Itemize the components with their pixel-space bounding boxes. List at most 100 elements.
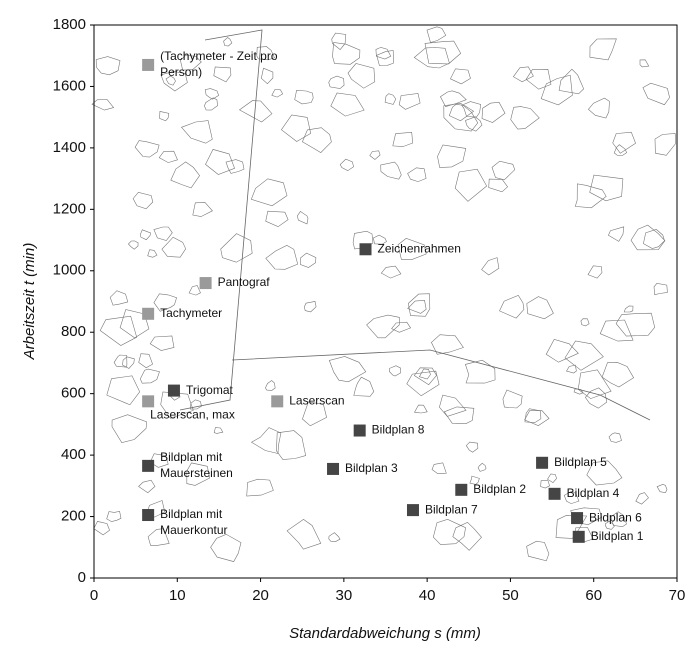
stone-outline: [380, 161, 402, 180]
stone-outline: [465, 441, 479, 453]
wall-line: [179, 29, 263, 411]
stone-outline: [388, 365, 401, 377]
stone-outline: [140, 229, 151, 241]
stone-outline: [149, 335, 175, 351]
stone-outline: [106, 375, 141, 406]
stone-outline: [469, 475, 480, 485]
stone-outline: [406, 370, 440, 397]
stone-outline: [587, 265, 603, 279]
point: [327, 462, 340, 475]
stone-outline: [111, 414, 147, 444]
y-tick-label: 400: [61, 446, 86, 463]
wall-line: [231, 349, 651, 421]
stone-outline: [407, 299, 427, 314]
stone-outline: [564, 340, 604, 371]
stone-outline: [431, 462, 447, 475]
stone-outline: [639, 59, 650, 68]
stone-outline: [555, 514, 588, 539]
stone-outline: [192, 202, 213, 217]
stone-outline: [653, 282, 668, 296]
y-tick-label: 200: [61, 508, 86, 525]
point: [455, 483, 468, 496]
stone-outline: [225, 159, 245, 174]
stone-outline: [414, 404, 428, 414]
y-tick-label: 0: [78, 569, 86, 586]
stone-outline: [286, 519, 322, 550]
stone-outline: [443, 102, 479, 132]
x-tick-label: 50: [502, 587, 519, 604]
stone-outline: [99, 315, 138, 346]
stone-outline: [391, 321, 412, 333]
stone-outline: [223, 37, 233, 47]
point: [406, 504, 419, 517]
point: [142, 58, 155, 71]
point-label: Bildplan 2: [473, 482, 526, 496]
stone-outline: [296, 210, 309, 225]
stone-outline: [499, 295, 525, 319]
stone-outline: [643, 229, 665, 249]
stone-outline: [250, 427, 282, 454]
x-tick-label: 20: [252, 587, 269, 604]
stone-outline: [138, 353, 153, 369]
point: [142, 395, 155, 408]
stone-outline: [465, 359, 496, 384]
stone-outline: [339, 158, 354, 172]
x-tick-label: 30: [336, 587, 353, 604]
stone-outline: [376, 50, 394, 66]
point-label: Laserscan: [289, 394, 344, 408]
stone-outline: [418, 368, 431, 380]
stone-outline: [331, 32, 347, 51]
stone-outline: [635, 492, 649, 505]
stone-outline: [452, 521, 482, 551]
stone-outline: [190, 399, 202, 410]
stone-outline: [303, 301, 317, 313]
stone-outline: [443, 406, 475, 425]
stone-outline: [347, 63, 376, 89]
stone-outline: [630, 224, 666, 251]
point-label: Laserscan, max: [150, 408, 235, 422]
point-label: Tachymeter: [160, 306, 222, 320]
stone-outline: [540, 480, 550, 489]
stone-outline: [502, 389, 523, 409]
stone-outline: [147, 249, 158, 258]
stone-outline: [159, 111, 170, 122]
point: [572, 530, 585, 543]
stone-outline: [328, 75, 345, 89]
stone-outline: [265, 210, 289, 228]
stone-outline: [623, 305, 634, 313]
stone-outline: [407, 293, 431, 317]
stone-outline: [384, 93, 397, 105]
y-tick-label: 1200: [53, 200, 86, 217]
stone-outline: [300, 252, 317, 268]
point-label: Bildplan 4: [567, 486, 620, 500]
stone-outline: [109, 290, 129, 306]
stone-outline: [91, 99, 115, 111]
x-tick-label: 40: [419, 587, 436, 604]
stone-outline: [577, 369, 612, 399]
stone-outline: [204, 97, 218, 111]
stone-outline: [432, 518, 466, 545]
stone-outline: [613, 144, 628, 156]
stone-outline: [188, 285, 201, 296]
stone-outline: [526, 540, 550, 562]
stone-outline: [134, 140, 160, 158]
stone-outline: [524, 410, 550, 426]
y-tick-label: 600: [61, 385, 86, 402]
point: [359, 243, 372, 256]
stone-outline: [132, 191, 154, 210]
stone-outline: [375, 47, 392, 60]
stone-outline: [642, 82, 670, 106]
stone-outline: [413, 47, 450, 69]
stone-outline: [587, 97, 610, 119]
x-tick-label: 70: [669, 587, 686, 604]
point-label: Bildplan 6: [589, 510, 642, 524]
stone-outline: [465, 116, 483, 132]
stone-outline: [601, 361, 635, 388]
point-label: Bildplan 3: [345, 461, 398, 475]
stone-outline: [106, 510, 122, 522]
stone-outline: [294, 89, 314, 105]
stone-outline: [93, 521, 110, 536]
point-label: Trigomat: [186, 383, 234, 397]
stone-outline: [525, 68, 552, 90]
stone-outline: [328, 356, 367, 383]
